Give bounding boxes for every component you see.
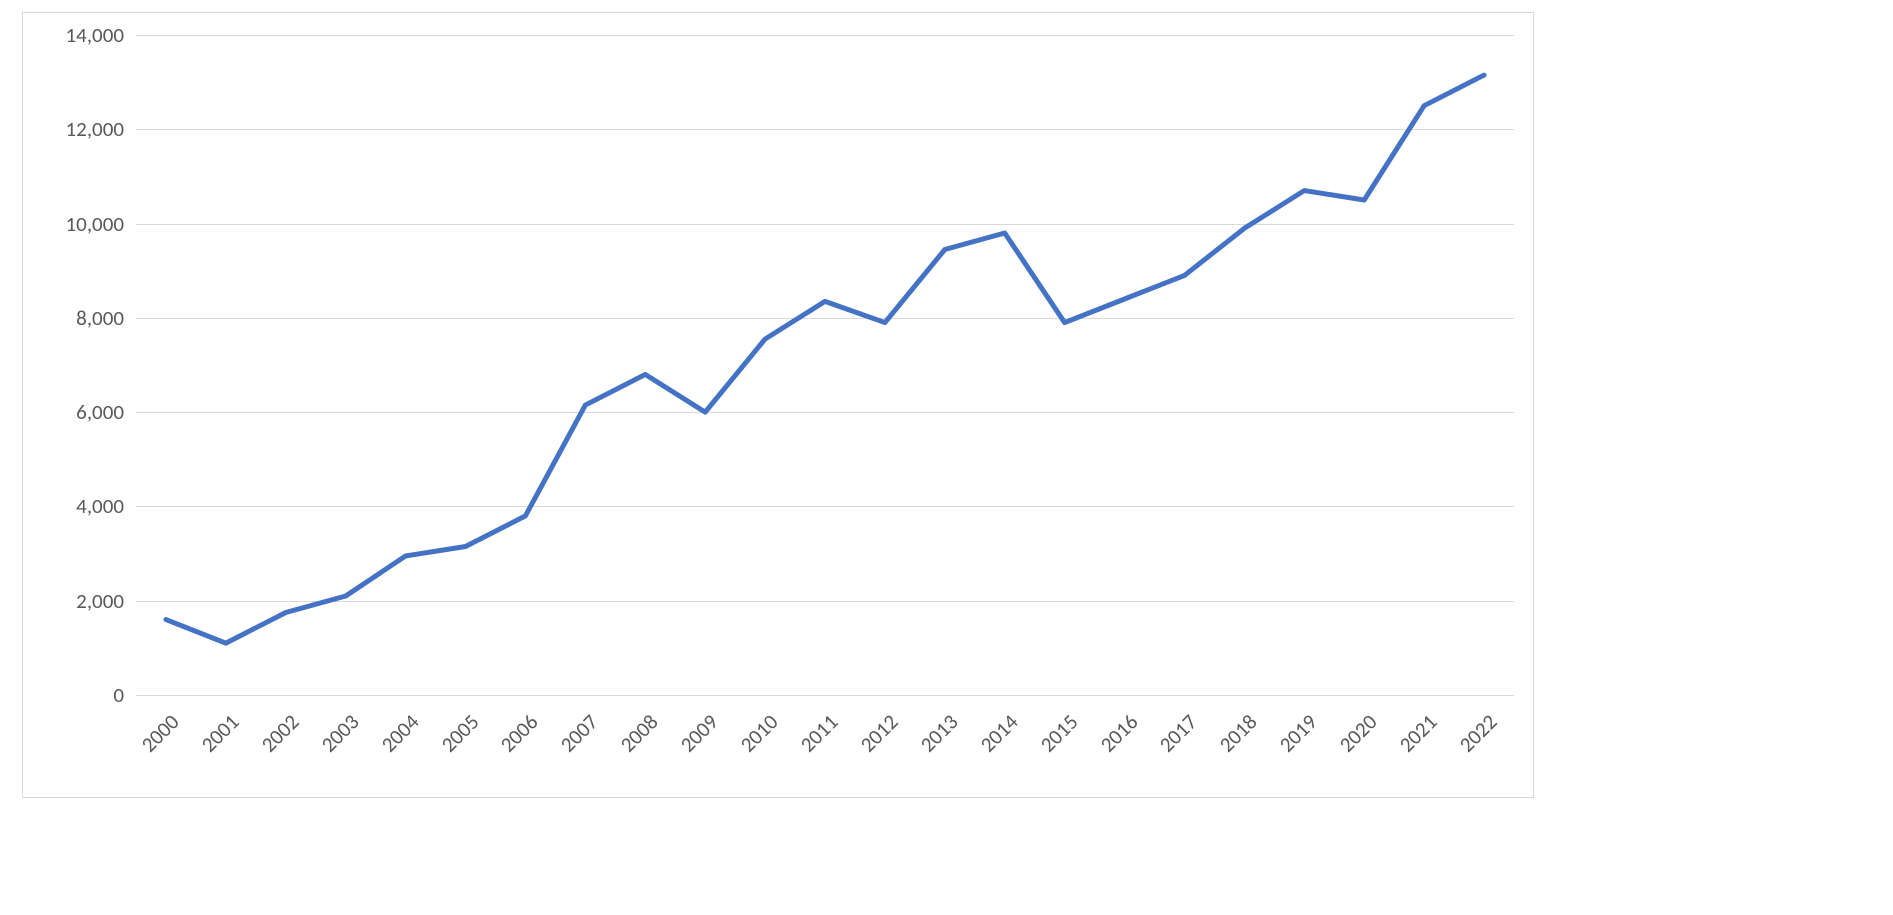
line-series — [136, 35, 1514, 695]
y-tick-label: 14,000 — [0, 22, 124, 48]
y-tick-label: 12,000 — [0, 116, 124, 142]
series-line — [166, 75, 1484, 643]
y-tick-label: 10,000 — [0, 211, 124, 237]
y-tick-label: 2,000 — [0, 588, 124, 614]
y-tick-label: 8,000 — [0, 305, 124, 331]
y-tick-label: 4,000 — [0, 493, 124, 519]
y-tick-label: 0 — [0, 682, 124, 708]
gridline — [136, 695, 1514, 696]
plot-area — [136, 35, 1514, 695]
y-tick-label: 6,000 — [0, 399, 124, 425]
